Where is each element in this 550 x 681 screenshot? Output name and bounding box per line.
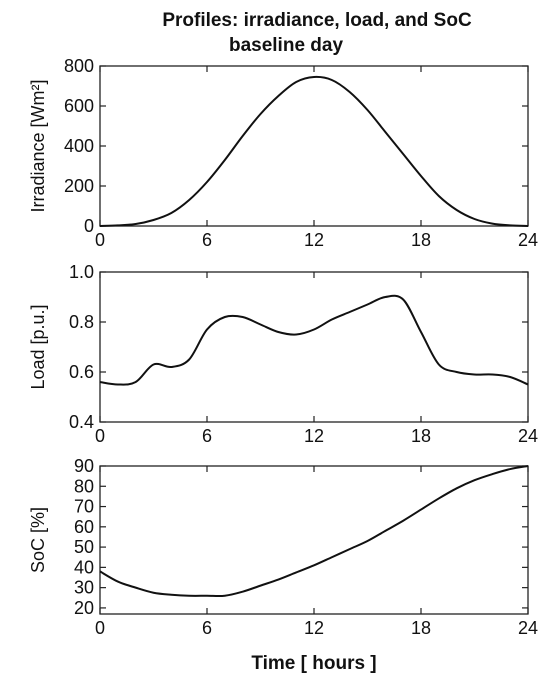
load-series-line — [99, 294, 529, 386]
irradiance-y-tick-label: 400 — [64, 136, 94, 156]
soc-x-tick-label: 6 — [202, 618, 212, 638]
irradiance-series — [99, 75, 529, 227]
load-y-tick-label: 0.4 — [69, 412, 94, 432]
soc-series — [99, 465, 529, 598]
soc-y-tick-label: 80 — [74, 476, 94, 496]
load-x-tick-label: 0 — [95, 426, 105, 446]
irradiance-y-axis-label: Irradiance [Wm²] — [28, 79, 48, 212]
soc-x-tick-label: 0 — [95, 618, 105, 638]
load-y-tick-label: 0.6 — [69, 362, 94, 382]
irradiance-x-tick-label: 24 — [518, 230, 538, 250]
load-y-tick-label: 0.8 — [69, 312, 94, 332]
soc-y-tick-label: 20 — [74, 598, 94, 618]
irradiance-y-tick-label: 600 — [64, 96, 94, 116]
soc-series-line — [99, 465, 529, 598]
irradiance-panel: Irradiance [Wm²] 0 6 12 18 24 0 200 400 600 800 — [28, 56, 538, 250]
irradiance-y-tick-label: 800 — [64, 56, 94, 76]
load-y-axis-label: Load [p.u.] — [28, 304, 48, 389]
chart-title-line-1: Profiles: irradiance, load, and SoC — [162, 10, 472, 31]
load-x-tick-label: 6 — [202, 426, 212, 446]
load-series — [99, 294, 529, 386]
load-panel: Load [p.u.] 0 6 12 18 24 0.4 0.6 0.8 1.0 — [28, 262, 538, 446]
soc-x-tick-label: 18 — [411, 618, 431, 638]
soc-y-tick-label: 60 — [74, 517, 94, 537]
irradiance-x-tick-label: 12 — [304, 230, 324, 250]
chart-title-line-2: baseline day — [229, 35, 343, 56]
soc-y-tick-label: 50 — [74, 537, 94, 557]
load-x-tick-label: 24 — [518, 426, 538, 446]
irradiance-plot-frame — [99, 65, 529, 227]
soc-x-tick-label: 24 — [518, 618, 538, 638]
soc-y-tick-label: 40 — [74, 557, 94, 577]
irradiance-x-tick-label: 0 — [95, 230, 105, 250]
irradiance-x-tick-label: 18 — [411, 230, 431, 250]
soc-y-tick-label: 70 — [74, 497, 94, 517]
irradiance-x-tick-label: 6 — [202, 230, 212, 250]
load-x-tick-label: 18 — [411, 426, 431, 446]
load-y-tick-label: 1.0 — [69, 262, 94, 282]
load-x-tick-label: 12 — [304, 426, 324, 446]
irradiance-ticks: 0 6 12 18 24 0 200 400 600 800 — [64, 56, 538, 250]
soc-x-tick-label: 12 — [304, 618, 324, 638]
irradiance-series-line — [99, 75, 529, 227]
irradiance-y-tick-label: 200 — [64, 176, 94, 196]
load-plot-frame — [99, 271, 529, 423]
x-axis-label: Time [ hours ] — [251, 653, 376, 674]
soc-y-tick-label: 30 — [74, 578, 94, 598]
irradiance-y-tick-label: 0 — [84, 216, 94, 236]
soc-y-tick-label: 90 — [74, 456, 94, 476]
soc-y-axis-label: SoC [%] — [28, 507, 48, 573]
load-ticks: 0 6 12 18 24 0.4 0.6 0.8 1.0 — [69, 262, 538, 446]
soc-plot-frame — [99, 465, 529, 615]
